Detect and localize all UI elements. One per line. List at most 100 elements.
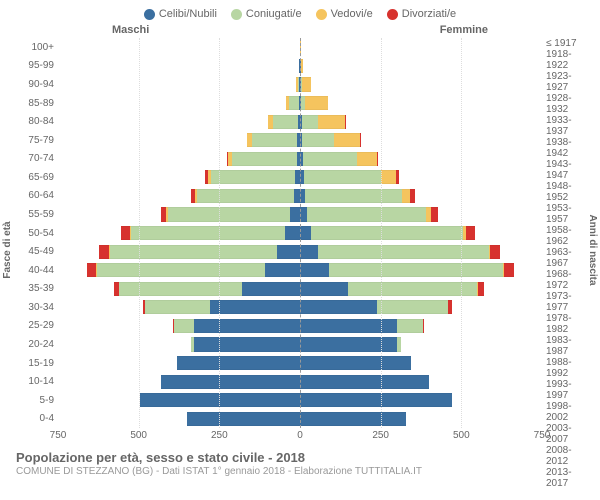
bar-segment — [303, 152, 358, 166]
birth-tick: ≤ 1917 — [546, 38, 588, 49]
side-labels: Maschi Femmine — [12, 24, 588, 36]
age-tick: 5-9 — [12, 391, 54, 410]
male-half — [58, 40, 300, 54]
bar-segment — [300, 263, 329, 277]
bars-container — [58, 38, 542, 428]
chart-subtitle: COMUNE DI STEZZANO (BG) - Dati ISTAT 1° … — [16, 466, 588, 477]
bar-segment — [131, 226, 286, 240]
birth-tick: 1973-1977 — [546, 291, 588, 313]
bar-segment — [174, 319, 193, 333]
legend-swatch — [387, 9, 398, 20]
y-axis-right-title: Anni di nascita — [587, 214, 598, 285]
gridline — [139, 38, 140, 428]
female-half — [300, 337, 542, 351]
male-half — [58, 356, 300, 370]
age-tick: 30-34 — [12, 298, 54, 317]
female-label: Femmine — [440, 24, 488, 36]
female-half — [300, 115, 542, 129]
birth-tick: 1998-2002 — [546, 401, 588, 423]
age-tick: 25-29 — [12, 317, 54, 336]
birth-tick: 1943-1947 — [546, 159, 588, 181]
y-axis-age: 100+95-9990-9485-8980-8475-7970-7465-696… — [12, 38, 58, 428]
age-tick: 60-64 — [12, 187, 54, 206]
x-tick: 750 — [534, 430, 551, 441]
female-half — [300, 412, 542, 426]
bar-segment — [397, 319, 423, 333]
female-half — [300, 226, 542, 240]
bar-segment — [273, 115, 299, 129]
male-half — [58, 207, 300, 221]
center-line — [300, 38, 301, 428]
legend-label: Divorziati/e — [402, 8, 456, 20]
male-half — [58, 263, 300, 277]
birth-tick: 1978-1982 — [546, 313, 588, 335]
birth-tick: 1923-1927 — [546, 71, 588, 93]
bar-segment — [197, 189, 294, 203]
bar-segment — [318, 115, 345, 129]
bar-segment — [329, 263, 503, 277]
legend-swatch — [144, 9, 155, 20]
male-half — [58, 226, 300, 240]
chart-title: Popolazione per età, sesso e stato civil… — [16, 450, 588, 465]
female-half — [300, 282, 542, 296]
birth-tick: 1948-1952 — [546, 181, 588, 203]
legend: Celibi/NubiliConiugati/eVedovi/eDivorzia… — [12, 8, 588, 20]
birth-tick: 1993-1997 — [546, 379, 588, 401]
bar-segment — [300, 207, 307, 221]
female-half — [300, 170, 542, 184]
male-half — [58, 393, 300, 407]
bar-segment — [242, 282, 300, 296]
age-tick: 65-69 — [12, 168, 54, 187]
bar-segment — [168, 207, 291, 221]
legend-item: Divorziati/e — [387, 8, 456, 20]
age-tick: 45-49 — [12, 242, 54, 261]
birth-tick: 1933-1937 — [546, 115, 588, 137]
bar-segment — [490, 245, 500, 259]
bar-segment — [448, 300, 451, 314]
gridline — [461, 38, 462, 428]
bar-segment — [285, 226, 300, 240]
bar-segment — [466, 226, 476, 240]
legend-label: Vedovi/e — [331, 8, 373, 20]
bar-segment — [431, 207, 438, 221]
age-tick: 50-54 — [12, 224, 54, 243]
birth-tick: 1983-1987 — [546, 335, 588, 357]
bar-segment — [300, 356, 411, 370]
bar-segment — [302, 77, 312, 91]
age-tick: 70-74 — [12, 149, 54, 168]
bar-segment — [211, 170, 295, 184]
bar-segment — [397, 337, 401, 351]
male-half — [58, 245, 300, 259]
male-half — [58, 412, 300, 426]
bar-segment — [300, 319, 397, 333]
bar-segment — [232, 152, 297, 166]
birth-tick: 2003-2007 — [546, 423, 588, 445]
bar-segment — [348, 282, 477, 296]
bar-segment — [301, 59, 304, 73]
bar-segment — [97, 263, 265, 277]
bar-segment — [252, 133, 297, 147]
x-tick: 250 — [211, 430, 228, 441]
male-half — [58, 77, 300, 91]
legend-item: Vedovi/e — [316, 8, 373, 20]
birth-tick: 2013-2017 — [546, 467, 588, 489]
y-axis-birth: ≤ 19171918-19221923-19271928-19321933-19… — [542, 38, 588, 428]
bar-segment — [334, 133, 360, 147]
footer: Popolazione per età, sesso e stato civil… — [12, 450, 588, 477]
bar-segment — [99, 245, 109, 259]
male-half — [58, 115, 300, 129]
x-tick: 500 — [453, 430, 470, 441]
bar-segment — [290, 207, 300, 221]
bar-segment — [307, 207, 426, 221]
female-half — [300, 133, 542, 147]
female-half — [300, 59, 542, 73]
y-axis-left-title: Fasce di età — [2, 221, 13, 278]
bar-segment — [300, 300, 377, 314]
bar-segment — [300, 245, 318, 259]
legend-item: Celibi/Nubili — [144, 8, 217, 20]
bar-segment — [300, 337, 397, 351]
male-half — [58, 337, 300, 351]
female-half — [300, 152, 542, 166]
bar-segment — [87, 263, 96, 277]
female-half — [300, 300, 542, 314]
